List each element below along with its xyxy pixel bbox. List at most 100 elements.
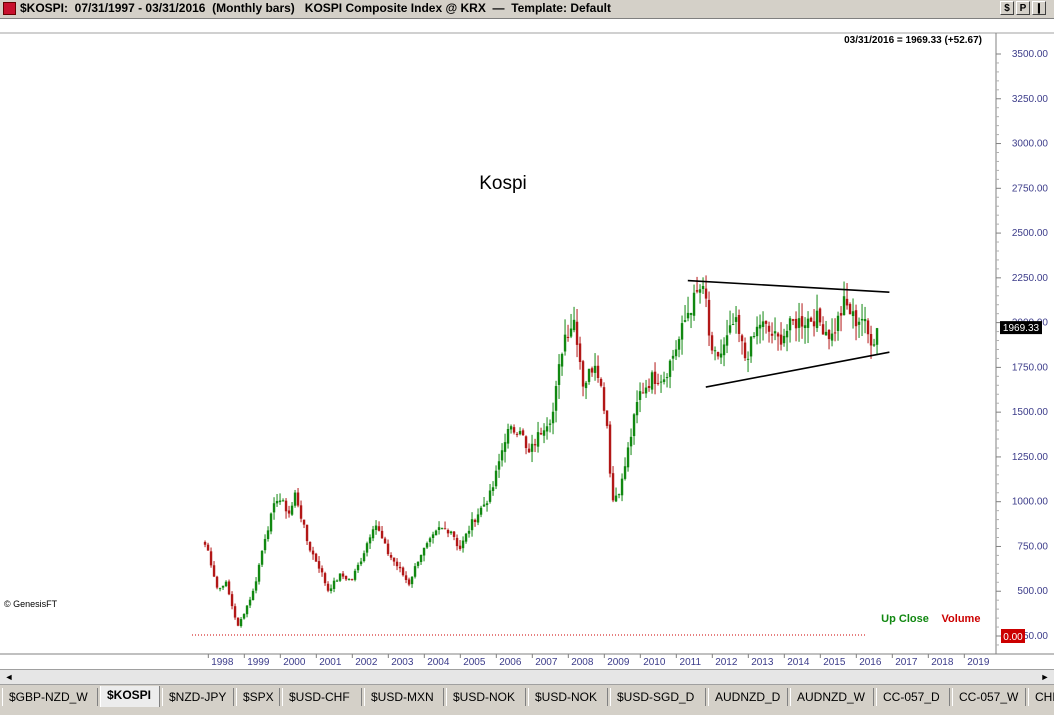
candle <box>812 309 816 337</box>
tab--kospi[interactable]: $KOSPI <box>100 686 160 707</box>
candle <box>803 317 807 344</box>
candle <box>746 351 750 373</box>
tab-audnzd-d[interactable]: AUDNZD_D <box>708 688 788 706</box>
candle-body <box>833 332 837 334</box>
tab--usd-nok[interactable]: $USD-NOK <box>446 688 526 706</box>
scroll-right-arrow-icon[interactable]: ► <box>1040 672 1050 682</box>
candle <box>485 500 489 512</box>
x-tick-label: 2005 <box>463 657 486 668</box>
candle-body <box>548 423 552 425</box>
candle <box>518 427 522 436</box>
horizontal-scrollbar[interactable]: ◄ ► <box>0 669 1054 685</box>
candle-body <box>212 565 216 577</box>
tab-audnzd-w[interactable]: AUDNZD_W <box>790 688 874 706</box>
tab--spx[interactable]: $SPX <box>236 688 280 706</box>
candle <box>833 318 837 342</box>
candle <box>554 380 558 423</box>
candle-body <box>515 433 519 435</box>
legend-up-close: Up Close <box>881 613 929 625</box>
candle <box>689 312 693 329</box>
tab--usd-chf[interactable]: $USD-CHF <box>282 688 362 706</box>
candle-body <box>380 530 384 539</box>
candle-body <box>323 573 327 584</box>
tab--usd-nok[interactable]: $USD-NOK <box>528 688 608 706</box>
candle-body <box>863 319 867 322</box>
y-tick-label: 1000.00 <box>1012 497 1049 508</box>
candle <box>260 550 264 568</box>
candle-body <box>584 382 588 389</box>
candle <box>848 302 852 315</box>
candles <box>203 275 879 628</box>
candle-body <box>689 313 693 315</box>
candle <box>416 561 420 569</box>
candle-body <box>338 573 342 581</box>
y-tick-label: 500.00 <box>1017 586 1048 597</box>
volume-value-tag <box>1001 629 1025 643</box>
candle-body <box>593 365 597 373</box>
candle <box>845 283 849 310</box>
candle-body <box>719 353 723 358</box>
candle <box>338 573 342 583</box>
dollar-button[interactable]: $ <box>1000 1 1014 15</box>
tab--usd-sgd-d[interactable]: $USD-SGD_D <box>610 688 706 706</box>
candle-body <box>383 538 387 544</box>
candle-body <box>776 333 780 337</box>
candle <box>299 500 303 523</box>
candle-body <box>827 329 831 340</box>
candle <box>245 605 249 618</box>
candle <box>503 433 507 463</box>
price-chart[interactable]: 250.00 500.00 750.00 1000.00 1250.00 1500.00 1… <box>0 19 1054 669</box>
candle <box>437 521 441 535</box>
chart-watermark: Kospi <box>479 173 527 194</box>
candle <box>422 547 426 562</box>
volume-value-text: 0.00 <box>1003 632 1023 643</box>
print-button[interactable]: P <box>1016 1 1030 15</box>
tab-cc-057-w[interactable]: CC-057_W <box>952 688 1026 706</box>
candle <box>809 316 813 322</box>
candle-body <box>797 318 801 328</box>
candle-body <box>452 531 456 537</box>
candle <box>380 526 384 539</box>
candle-body <box>854 310 858 327</box>
candle-body <box>626 447 630 468</box>
candle-body <box>494 470 498 487</box>
tab-cc-057-d[interactable]: CC-057_D <box>876 688 950 706</box>
candle-body <box>587 368 591 382</box>
tab--usd-mxn[interactable]: $USD-MXN <box>364 688 444 706</box>
trendline <box>687 279 890 293</box>
candle <box>731 313 735 326</box>
candle-body <box>425 543 429 548</box>
candle-body <box>353 570 357 580</box>
candle-body <box>278 500 282 503</box>
candle <box>719 339 723 365</box>
candle <box>827 329 831 350</box>
candle-body <box>578 343 582 362</box>
menu-button[interactable]: ❙ <box>1032 1 1046 15</box>
candle-body <box>764 320 768 324</box>
tab--gbp-nzd-w[interactable]: $GBP-NZD_W <box>2 688 98 706</box>
scroll-left-arrow-icon[interactable]: ◄ <box>4 672 14 682</box>
candle-body <box>242 614 246 619</box>
tab-chk[interactable]: CHK <box>1028 688 1054 706</box>
tab--nzd-jpy[interactable]: $NZD-JPY <box>162 688 234 706</box>
candle-body <box>590 368 594 373</box>
candle-body <box>488 490 492 502</box>
candle <box>650 370 654 394</box>
candle <box>527 443 531 454</box>
candle-body <box>659 381 663 383</box>
candle-body <box>233 606 237 618</box>
candle-body <box>713 350 717 352</box>
candle <box>491 481 495 496</box>
candle-body <box>527 448 531 453</box>
candle <box>611 466 615 503</box>
candle-body <box>695 290 699 292</box>
candle <box>368 534 372 549</box>
candle-body <box>791 319 795 321</box>
candle <box>542 423 546 444</box>
y-axis: 250.00 500.00 750.00 1000.00 1250.00 1500.00 1… <box>996 49 1049 646</box>
candle <box>203 540 207 548</box>
candle-body <box>506 428 510 444</box>
candle <box>221 585 225 590</box>
candle-body <box>830 333 834 341</box>
candle <box>209 547 213 568</box>
